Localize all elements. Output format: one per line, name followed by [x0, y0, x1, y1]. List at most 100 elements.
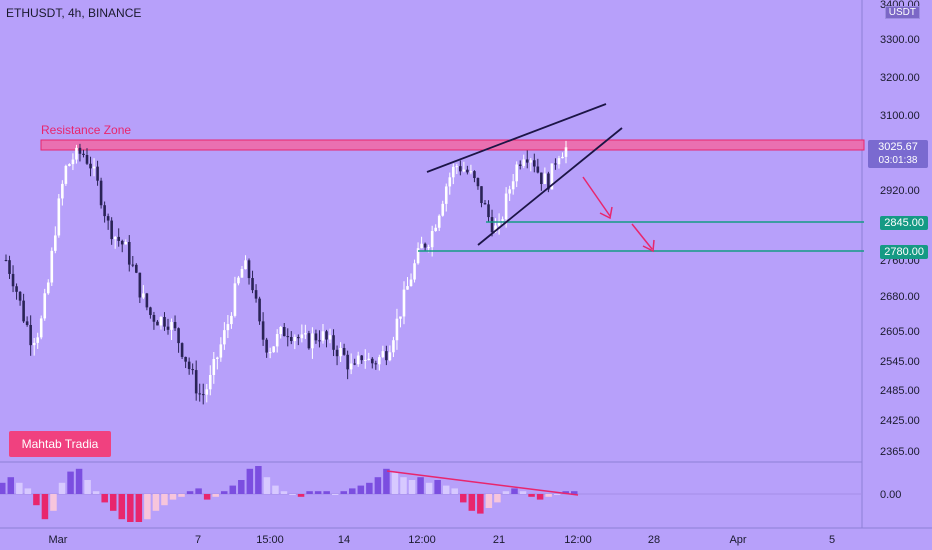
candle-body [557, 158, 561, 165]
histogram-bar [212, 494, 219, 497]
candle-body [198, 393, 202, 395]
histogram-bar [118, 494, 126, 520]
candle-body [363, 359, 367, 361]
histogram-bar [494, 494, 501, 503]
price-tick-label: 2365.00 [880, 446, 920, 458]
candle-body [50, 250, 54, 283]
histogram-bar [7, 477, 15, 494]
candle-body [71, 159, 75, 165]
divergence-line[interactable] [386, 470, 579, 496]
candle-body [61, 183, 64, 199]
histogram-bar [16, 482, 23, 494]
candle-body [518, 164, 522, 166]
candle-body [29, 324, 32, 346]
histogram-bar [571, 491, 578, 494]
candle-body [78, 147, 82, 154]
candle-body [300, 334, 304, 339]
histogram-bar [101, 494, 108, 503]
projection-arrow-2[interactable] [631, 223, 655, 253]
candle-body [448, 177, 452, 187]
candle-body [402, 289, 406, 317]
candle-body [304, 333, 307, 335]
price-tick-label: 2680.00 [880, 291, 920, 303]
candle-body [230, 315, 233, 325]
histogram-bar [169, 494, 177, 500]
histogram-bar [485, 494, 493, 508]
candle-body [370, 358, 374, 364]
candle-body [177, 328, 180, 344]
candle-body [311, 333, 314, 349]
level-tag-2780: 2780.00 [880, 245, 928, 259]
candle-body [406, 286, 409, 290]
histogram-bar [528, 494, 535, 497]
current-price-tag: 3025.67 03:01:38 [868, 140, 928, 168]
candle-body [307, 333, 311, 349]
price-tick-label: 3400.00 [880, 0, 920, 11]
histogram-bar [84, 480, 91, 494]
histogram-bar [229, 485, 237, 494]
histogram-bar [434, 480, 441, 494]
candle-body [180, 343, 184, 357]
candle-body [550, 163, 554, 190]
wedge-lower-line[interactable] [477, 127, 623, 246]
candle-body [247, 260, 251, 279]
time-tick-label: 7 [195, 534, 201, 546]
candle-body [554, 163, 557, 165]
candle-body [564, 147, 568, 157]
histogram-bar [519, 491, 527, 494]
candle-body [409, 279, 413, 287]
wedge-upper-line[interactable] [426, 103, 607, 173]
candle-body [529, 160, 533, 163]
candle-body [494, 225, 497, 233]
candle-body [265, 339, 268, 353]
candle-body [511, 181, 515, 190]
histogram-bar [562, 491, 569, 494]
candle-body [476, 178, 480, 187]
candle-body [533, 160, 536, 167]
candle-body [360, 355, 364, 361]
histogram-bar [331, 494, 339, 495]
price-tick-label: 2425.00 [880, 415, 920, 427]
candle-body [547, 173, 550, 190]
candle-body [318, 340, 321, 342]
candle-body [258, 298, 261, 322]
candle-body [226, 324, 230, 331]
histogram-bar [144, 494, 151, 520]
histogram-bar [306, 491, 313, 494]
candle-body [385, 351, 388, 361]
candle-body [251, 278, 254, 291]
candle-body [184, 356, 187, 362]
candle-body [106, 216, 110, 221]
histogram-series [0, 466, 578, 522]
candle-body [219, 344, 223, 358]
candle-body [68, 164, 71, 166]
candle-body [15, 286, 18, 292]
current-price-value: 3025.67 [878, 141, 918, 153]
candle-body [8, 260, 11, 274]
candle-body [413, 263, 416, 280]
histogram-tick-label: 0.00 [880, 489, 901, 501]
candle-body [261, 321, 265, 340]
resistance-zone[interactable] [40, 139, 865, 151]
candle-body [124, 241, 128, 245]
candle-body [46, 282, 50, 294]
candle-body [96, 166, 99, 181]
candle-body [110, 220, 113, 240]
candle-body [536, 166, 540, 173]
candle-body [127, 241, 131, 265]
histogram-bar [238, 480, 245, 494]
candle-body [142, 293, 145, 298]
candle-body [18, 291, 22, 301]
projection-arrow-1[interactable] [582, 176, 613, 220]
candle-body [522, 159, 526, 166]
candle-body [444, 186, 448, 204]
histogram-bar [340, 491, 347, 494]
histogram-bar [109, 494, 117, 511]
price-tick-label: 3300.00 [880, 34, 920, 46]
candle-body [117, 236, 121, 241]
candle-body [25, 321, 29, 325]
histogram-bar [349, 488, 356, 494]
candle-body [268, 352, 272, 354]
